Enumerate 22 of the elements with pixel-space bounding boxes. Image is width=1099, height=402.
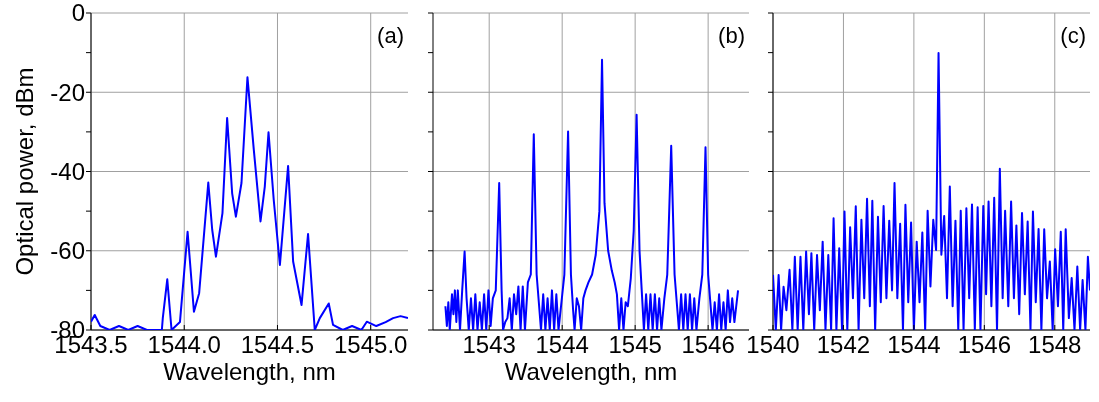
annotation: (b) (718, 23, 745, 48)
y-axis-title: Optical power, dBm (11, 67, 38, 276)
annotation: (a) (377, 23, 404, 48)
x-tick-label: 1546 (957, 331, 1012, 358)
x-tick-label: 1544.0 (147, 331, 221, 358)
x-tick-label: 1546 (681, 331, 735, 358)
x-tick-label: 1540 (746, 331, 800, 358)
x-axis-title: Wavelength, nm (163, 358, 336, 385)
x-tick-label: 1544.5 (240, 331, 315, 358)
x-tick-label: 1543 (462, 331, 516, 358)
y-tick-label: -20 (50, 78, 85, 106)
y-tick-label: -60 (50, 237, 85, 265)
y-tick-label: 0 (71, 0, 85, 27)
x-tick-label: 1542 (816, 331, 871, 358)
x-tick-label: 1548 (1028, 331, 1082, 358)
x-axis-title: Wavelength, nm (504, 358, 678, 385)
annotation: (c) (1060, 23, 1086, 48)
x-tick-label: 1545 (608, 331, 662, 358)
y-tick-label: -40 (50, 157, 85, 185)
x-tick-label: 1545.0 (334, 331, 408, 358)
x-tick-label: 1544 (535, 331, 589, 358)
x-tick-label: 1544 (887, 331, 941, 358)
